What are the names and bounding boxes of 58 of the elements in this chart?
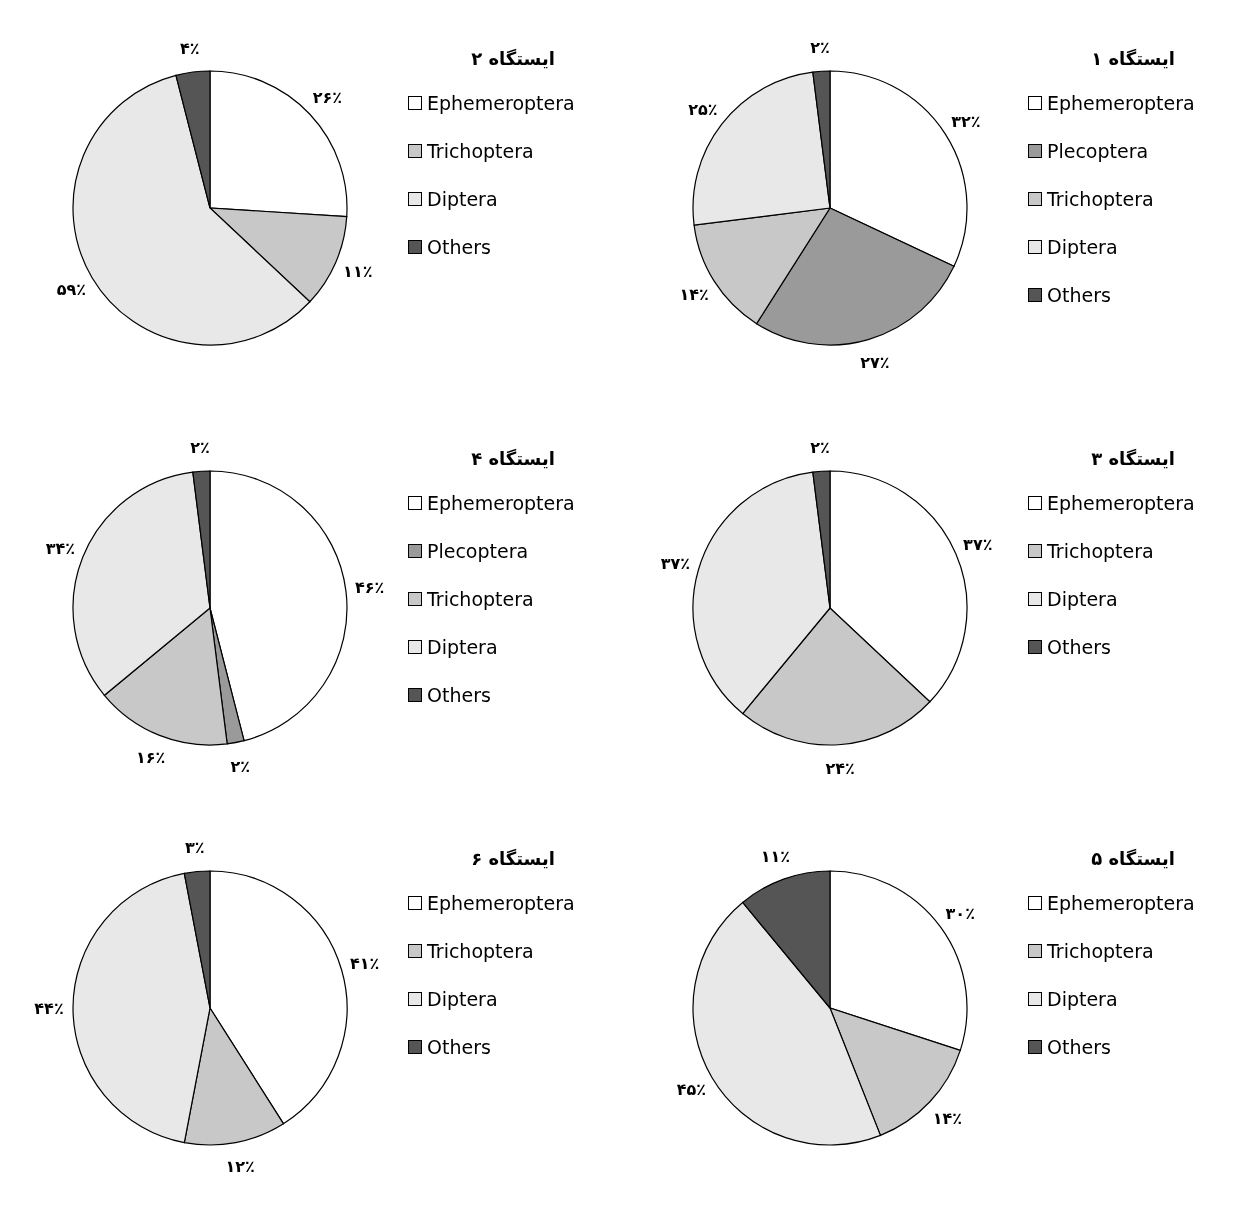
legend-label: Trichoptera (1047, 940, 1154, 962)
data-label: ۱۶٪ (136, 748, 166, 768)
legend-label: Others (1047, 636, 1111, 658)
data-label: ۵۹٪ (56, 280, 87, 300)
data-label: ۴۵٪ (676, 1080, 707, 1100)
chart-title: ایستگاه ۵ (1090, 848, 1176, 869)
legend-label: Others (1047, 1036, 1111, 1058)
data-label: ۴٪ (180, 38, 200, 58)
data-label: ۳۲٪ (951, 112, 981, 132)
data-label: ۱۱٪ (760, 847, 791, 867)
data-label: ۱۱٪ (343, 262, 373, 282)
data-label: ۳۷٪ (660, 553, 691, 573)
data-label: ۲۵٪ (688, 99, 718, 119)
data-label: ۲٪ (230, 756, 250, 776)
legend-label: Trichoptera (1047, 540, 1154, 562)
legend-label: Others (427, 1036, 491, 1058)
data-label: ۱۲٪ (225, 1156, 255, 1176)
data-label: ۴۶٪ (355, 578, 385, 598)
legend-label: Diptera (1047, 988, 1118, 1010)
legend-label: Others (427, 236, 491, 258)
data-label: ۳٪ (185, 838, 205, 858)
data-label: ۲۴٪ (825, 759, 855, 779)
chart-title: ایستگاه ۱ (1090, 48, 1176, 69)
legend-label: Diptera (427, 188, 498, 210)
data-label: ۲٪ (810, 37, 830, 57)
legend-label: Trichoptera (427, 140, 534, 162)
chart-title: ایستگاه ۶ (470, 848, 556, 869)
legend-label: Ephemeroptera (1047, 892, 1195, 914)
legend-label: Trichoptera (1047, 188, 1154, 210)
data-label: ۲۷٪ (860, 353, 890, 373)
data-label: ۱۴٪ (679, 284, 709, 304)
legend-label: Others (1047, 284, 1111, 306)
chart-title: ایستگاه ۲ (470, 48, 556, 69)
data-label: ۳۰٪ (945, 903, 975, 923)
legend-label: Ephemeroptera (427, 492, 575, 514)
legend-label: Diptera (1047, 588, 1118, 610)
legend-label: Diptera (427, 988, 498, 1010)
data-label: ۴۱٪ (349, 953, 380, 973)
legend-label: Ephemeroptera (427, 92, 575, 114)
data-label: ۲٪ (810, 437, 830, 457)
legend-label: Ephemeroptera (1047, 92, 1195, 114)
legend-label: Trichoptera (427, 940, 534, 962)
data-label: ۲٪ (190, 437, 210, 457)
data-label: ۲۶٪ (312, 88, 343, 108)
data-label: ۳۴٪ (45, 539, 75, 559)
legend-label: Diptera (1047, 236, 1118, 258)
data-label: ۱۴٪ (932, 1108, 963, 1128)
legend-label: Trichoptera (427, 588, 534, 610)
chart-title: ایستگاه ۴ (470, 448, 556, 469)
legend-label: Ephemeroptera (1047, 492, 1195, 514)
data-label: ۳۷٪ (963, 534, 993, 554)
data-label: ۴۴٪ (34, 998, 64, 1018)
chart-title: ایستگاه ۳ (1090, 448, 1176, 469)
legend-label: Ephemeroptera (427, 892, 575, 914)
legend-label: Diptera (427, 636, 498, 658)
legend-label: Others (427, 684, 491, 706)
legend-label: Plecoptera (1047, 140, 1149, 162)
legend-label: Plecoptera (427, 540, 529, 562)
